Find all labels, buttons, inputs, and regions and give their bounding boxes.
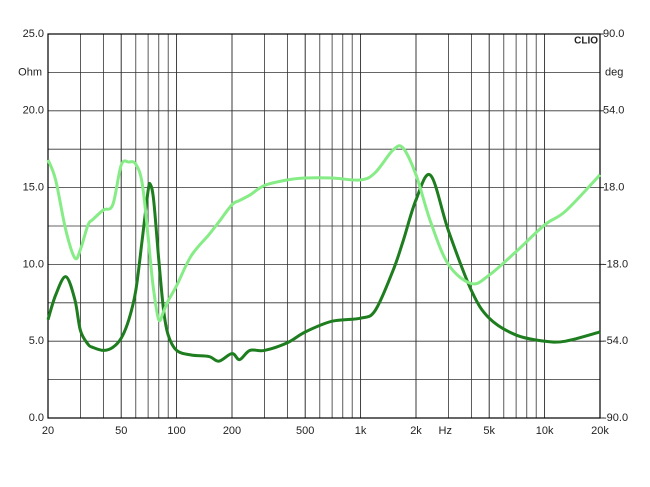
y2-tick-label: 18.0 [603,182,624,194]
y-tick-label: 5.0 [29,335,44,347]
y2-tick-label: -90.0 [603,412,628,424]
y2-axis-label: deg [605,66,623,78]
x-axis-label: Hz [439,425,452,437]
y2-tick-label: -18.0 [603,258,628,270]
x-tick-label: 1k [355,425,367,437]
y2-tick-label: 54.0 [603,105,624,117]
y-tick-label: 25.0 [23,28,44,40]
x-tick-label: 50 [115,425,127,437]
y2-tick-label: -54.0 [603,335,628,347]
y2-tick-label: 90.0 [603,28,624,40]
series-line [46,172,601,363]
y-tick-label: 10.0 [23,258,44,270]
x-tick-label: 200 [223,425,241,437]
series-line [46,144,602,323]
y-axis-label: Ohm [18,66,42,78]
plot-frame [47,33,601,419]
y-tick-label: 0.0 [29,412,44,424]
x-tick-label: 100 [167,425,185,437]
brand: CLIO [574,36,598,47]
y-tick-label: 15.0 [23,182,44,194]
x-tick-label: 20 [42,425,54,437]
x-tick-label: 10k [536,425,554,437]
y-tick-label: 20.0 [23,105,44,117]
x-tick-label: 2k [410,425,422,437]
x-tick-label: 500 [296,425,314,437]
x-tick-label: 20k [591,425,609,437]
x-tick-label: 5k [483,425,495,437]
